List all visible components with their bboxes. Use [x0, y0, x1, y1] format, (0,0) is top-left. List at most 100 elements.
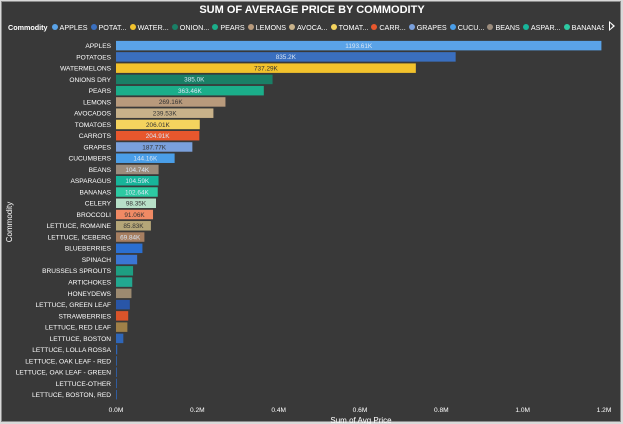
bar[interactable] [116, 153, 175, 163]
bar[interactable] [116, 97, 226, 107]
bar[interactable] [116, 63, 416, 73]
legend-dot-icon [371, 24, 378, 30]
category-label: LETTUCE, LOLLA ROSSA [32, 347, 111, 354]
legend-dot-icon [51, 24, 58, 30]
category-label: LETTUCE, RED LEAF [45, 325, 111, 332]
bar[interactable] [116, 187, 158, 197]
legend-dot-icon [408, 24, 415, 30]
category-label: CUCUMBERS [69, 156, 112, 163]
legend-dot-icon [90, 24, 97, 30]
x-tick-label: 1.2M [597, 407, 612, 414]
bar[interactable] [116, 85, 264, 96]
data-label: 85.83K [123, 223, 144, 230]
bar[interactable] [116, 108, 214, 118]
legend-item[interactable]: GRAPES [408, 22, 447, 32]
legend-label: PEARS [220, 22, 245, 32]
legend-item[interactable]: LEMONS [247, 22, 287, 32]
bar[interactable] [116, 322, 128, 332]
bar[interactable] [116, 52, 456, 62]
x-tick-label: 0.2M [190, 407, 205, 414]
category-label: BLUEBERRIES [65, 246, 112, 253]
bar[interactable] [116, 389, 117, 400]
bar[interactable] [116, 40, 602, 51]
bar[interactable] [116, 164, 159, 175]
bar[interactable] [116, 333, 124, 344]
category-label: SPINACH [82, 257, 112, 264]
legend-label: WATER... [137, 22, 169, 32]
bar[interactable] [116, 232, 145, 242]
bar[interactable] [116, 277, 133, 287]
y-axis-title: Commodity [5, 202, 14, 242]
legend-item[interactable]: ONION... [171, 22, 210, 32]
data-label: 385.0K [184, 77, 205, 84]
category-label: LETTUCE, ICEBERG [48, 234, 111, 241]
category-label: LETTUCE, OAK LEAF - RED [25, 358, 111, 365]
legend-item[interactable]: BANANAS [563, 23, 604, 32]
legend-label: LEMONS [255, 22, 287, 32]
bar[interactable] [116, 176, 159, 186]
data-label: 206.01K [146, 122, 171, 129]
legend-item[interactable]: AVOCA... [289, 23, 328, 32]
data-label: 835.2K [276, 54, 297, 61]
bar[interactable] [116, 221, 151, 231]
category-label: LETTUCE-OTHER [56, 381, 112, 388]
category-label: ASPARAGUS [70, 178, 111, 185]
legend-item[interactable]: CARR... [371, 22, 406, 32]
legend-dot-icon [289, 24, 296, 30]
bar[interactable] [116, 344, 118, 355]
legend-item[interactable]: TOMAT... [330, 23, 368, 32]
category-label: LETTUCE, ROMAINE [47, 223, 112, 230]
data-label: 239.53K [153, 110, 178, 117]
x-tick-label: 0.0M [109, 407, 124, 414]
bar[interactable] [116, 142, 193, 152]
bar[interactable] [116, 288, 132, 299]
legend-item[interactable]: CUCU... [449, 23, 484, 32]
legend-item[interactable]: POTAT... [90, 23, 127, 32]
legend-label: CARR... [379, 22, 406, 32]
x-tick-label: 0.6M [353, 407, 368, 414]
data-label: 363.46K [178, 88, 203, 95]
data-label: 69.84K [120, 234, 141, 241]
legend-next-icon[interactable] [609, 21, 615, 31]
category-label: BANANAS [79, 189, 111, 196]
category-label: APPLES [85, 43, 111, 50]
legend-label: GRAPES [416, 22, 447, 32]
bar[interactable] [116, 378, 117, 389]
legend-item[interactable]: ASPAR... [522, 22, 561, 32]
x-tick-label: 1.0M [515, 407, 530, 414]
category-label: HONEYDEWS [68, 291, 112, 298]
category-label: TOMATOES [75, 122, 112, 129]
legend-item[interactable]: PEARS [212, 22, 245, 32]
bar[interactable] [116, 243, 143, 254]
legend-dot-icon [449, 24, 456, 30]
category-label: GRAPES [84, 144, 112, 151]
bar[interactable] [116, 254, 138, 265]
bar[interactable] [116, 130, 200, 141]
bar[interactable] [116, 266, 134, 276]
legend-item[interactable]: WATER... [129, 22, 169, 32]
data-label: 737.29K [254, 65, 279, 72]
bar[interactable] [116, 311, 129, 321]
legend-dot-icon [522, 24, 529, 30]
legend-item[interactable]: APPLES [51, 23, 88, 32]
legend-item[interactable]: BEANS [487, 23, 520, 32]
legend-label: AVOCA... [297, 22, 328, 32]
bar[interactable] [116, 198, 156, 209]
category-label: PEARS [89, 88, 112, 95]
category-label: LETTUCE, BOSTON [50, 336, 112, 343]
data-label: 104.59K [125, 178, 150, 185]
bar[interactable] [116, 119, 200, 130]
legend-dot-icon [212, 24, 219, 30]
bar[interactable] [116, 74, 273, 85]
bar[interactable] [116, 367, 117, 377]
bar[interactable] [116, 209, 154, 220]
legend-label: ASPAR... [530, 22, 561, 32]
legend-label: ONION... [179, 22, 210, 32]
x-tick-label: 0.4M [271, 407, 286, 414]
data-label: 102.64K [125, 189, 150, 196]
data-label: 91.06K [124, 212, 145, 219]
data-label: 187.77K [142, 144, 167, 151]
bar[interactable] [116, 299, 130, 310]
bar[interactable] [116, 356, 117, 366]
category-label: LETTUCE, OAK LEAF - GREEN [16, 370, 111, 377]
